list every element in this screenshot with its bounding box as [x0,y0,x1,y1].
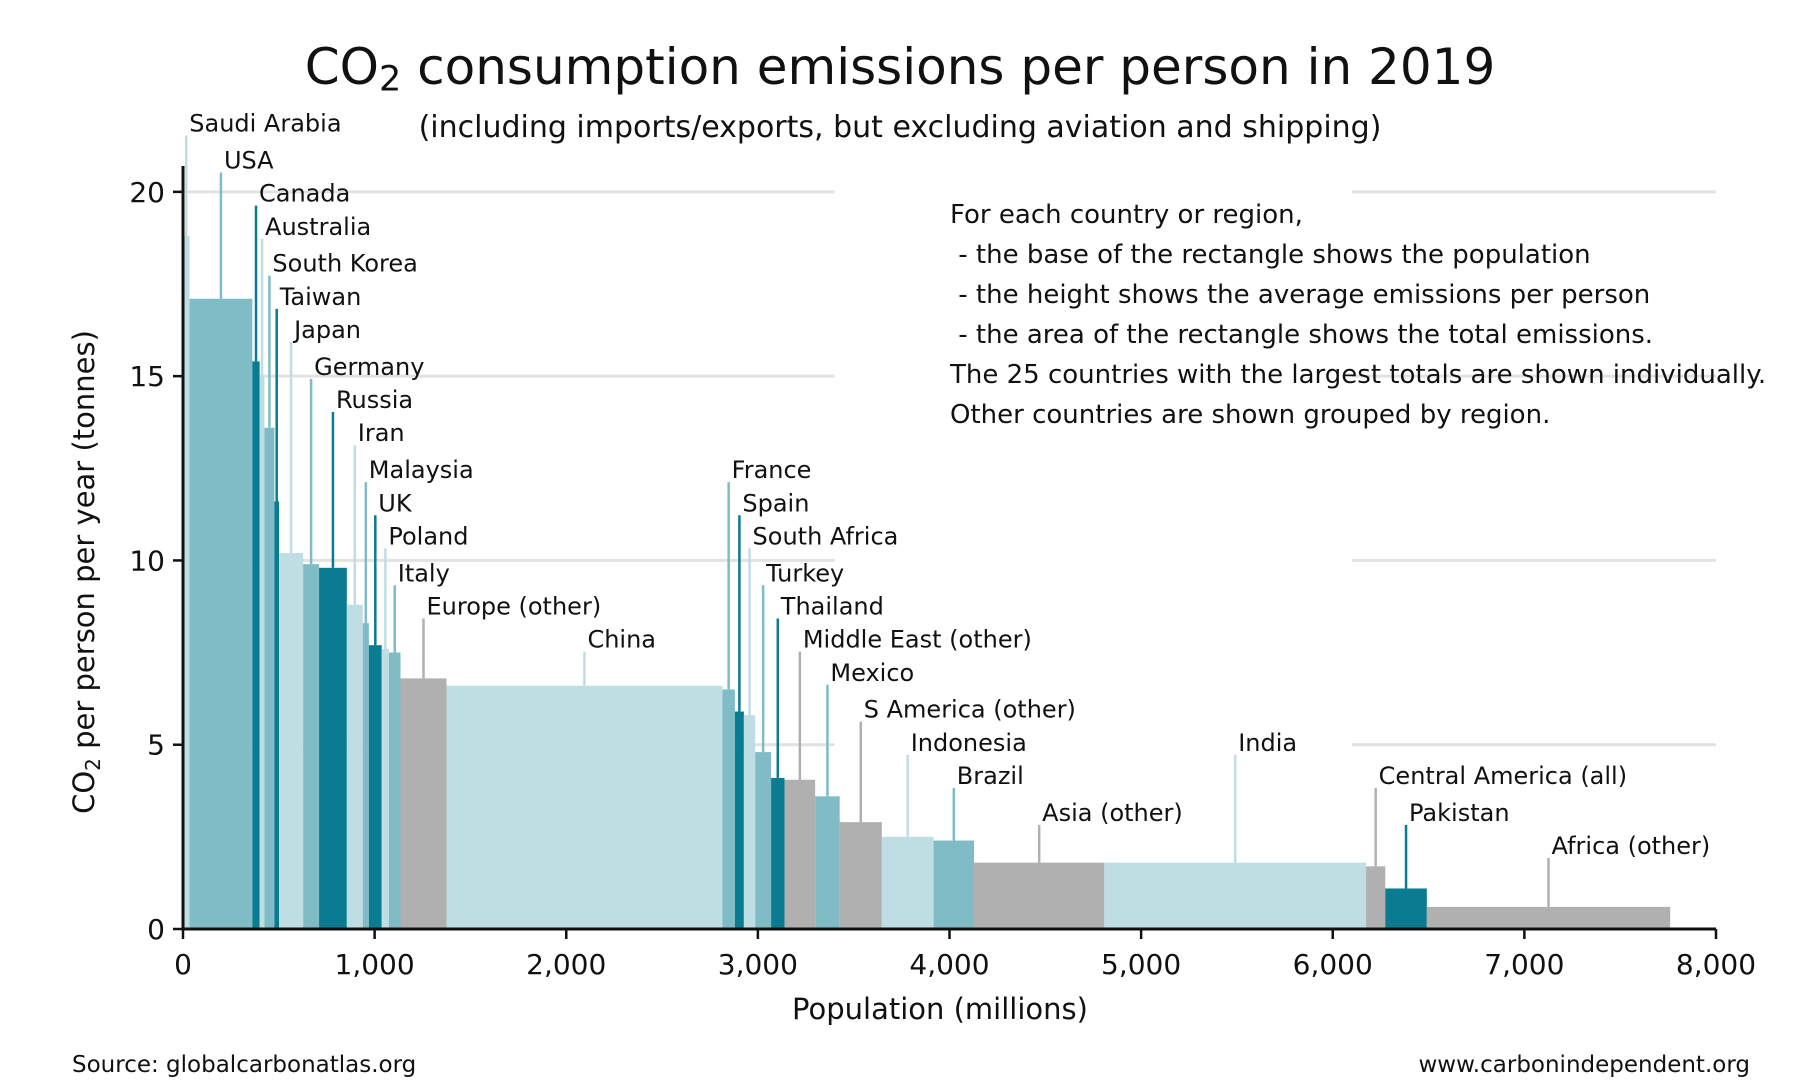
bar [1366,866,1386,929]
bar [722,689,735,929]
bar [755,752,772,929]
bar [368,645,382,929]
bar [183,236,190,930]
note-line: Other countries are shown grouped by reg… [950,400,1551,430]
label-leaders [185,135,1550,907]
y-axis-title-prefix: CO [67,771,101,814]
country-label: Saudi Arabia [189,110,341,138]
country-label: Thailand [780,592,884,620]
country-label: S America (other) [864,696,1076,724]
x-axis-title: Population (millions) [792,992,1088,1026]
country-label: China [587,626,656,654]
note-line: - the height shows the average emissions… [950,280,1651,310]
axes: 0 1,000 2,000 3,000 4,000 5,000 6,000 7,000 8,00… [129,166,1756,981]
country-label: Japan [292,316,361,344]
country-label: Africa (other) [1552,832,1711,860]
bar [274,501,280,929]
bar [815,796,840,929]
country-label: UK [378,489,413,517]
country-label: Pakistan [1409,799,1510,827]
country-label: Taiwan [279,283,362,311]
country-label: Europe (other) [426,592,601,620]
y-axis-title-subscript: 2 [81,758,105,771]
bar [252,361,260,929]
bar [446,685,723,929]
bar [1385,888,1427,929]
bar [771,777,785,929]
bar [259,376,265,930]
x-tick-label: 7,000 [1484,948,1564,981]
country-label: Spain [742,489,809,517]
country-label: Turkey [765,559,844,587]
y-tick-label: 20 [129,176,165,209]
chart-subtitle: (including imports/exports, but excludin… [418,110,1382,145]
bar [839,822,882,929]
country-label: Canada [259,180,350,208]
country-label: Italy [398,559,450,587]
note-line: For each country or region, [950,200,1303,230]
country-label: Indonesia [911,729,1027,757]
country-labels: Saudi Arabia USA Canada Australia South Kore… [189,110,1710,860]
note-line: - the area of the rectangle shows the to… [950,320,1654,350]
x-tick-label: 8,000 [1676,948,1756,981]
bar [189,298,253,929]
bar [388,652,401,929]
bars [183,236,1671,930]
country-label: Middle East (other) [803,626,1032,654]
y-axis-title-rest: per person per year (tonnes) [67,330,101,758]
bar [381,648,389,929]
country-label: Poland [388,522,468,550]
x-tick-label: 2,000 [526,948,606,981]
note-line: The 25 countries with the largest totals… [950,360,1767,390]
y-tick-label: 10 [129,544,165,577]
country-label: Germany [314,353,424,381]
country-label: Asia (other) [1042,799,1183,827]
x-tick-label: 0 [174,948,192,981]
x-tick-label: 5,000 [1101,948,1181,981]
country-label: Brazil [957,762,1024,790]
bar [743,715,756,929]
bar [974,862,1105,929]
title-rest: consumption emissions per person in 2019 [401,38,1496,96]
country-label: Australia [265,213,371,241]
country-label: Russia [336,386,413,414]
x-tick-label: 1,000 [335,948,415,981]
note-line: - the base of the rectangle shows the po… [950,240,1591,270]
country-label: France [732,456,812,484]
country-label: Central America (all) [1379,762,1627,790]
country-label: South Africa [753,522,899,550]
country-label: USA [224,146,274,174]
bar [933,840,975,929]
country-label: Mexico [830,659,914,687]
country-label: Iran [358,419,405,447]
x-tick-label: 4,000 [909,948,989,981]
y-axis-title: CO2 per person per year (tonnes) [67,330,105,814]
website-credit: www.carbonindependent.org [1418,1052,1750,1078]
chart-title: CO2 consumption emissions per person in … [0,38,1800,99]
title-subscript: 2 [378,59,402,100]
bar [319,567,347,929]
title-prefix: CO [304,38,379,96]
y-tick-label: 5 [147,729,165,762]
country-label: India [1238,729,1297,757]
bar [881,836,934,929]
bar [1426,906,1671,929]
bar [303,564,320,929]
bar [362,623,369,929]
source-note: Source: globalcarbonatlas.org [72,1052,417,1078]
x-tick-label: 3,000 [718,948,798,981]
bar [400,678,447,929]
bar [279,553,304,929]
bar [264,427,275,929]
x-tick-label: 6,000 [1293,948,1373,981]
country-label: Malaysia [369,456,474,484]
country-label: South Korea [272,250,417,278]
y-tick-label: 15 [129,360,165,393]
bar [734,711,744,929]
bar [1104,862,1367,929]
bar [346,604,363,929]
bar [784,779,816,929]
y-tick-label: 0 [147,913,165,946]
